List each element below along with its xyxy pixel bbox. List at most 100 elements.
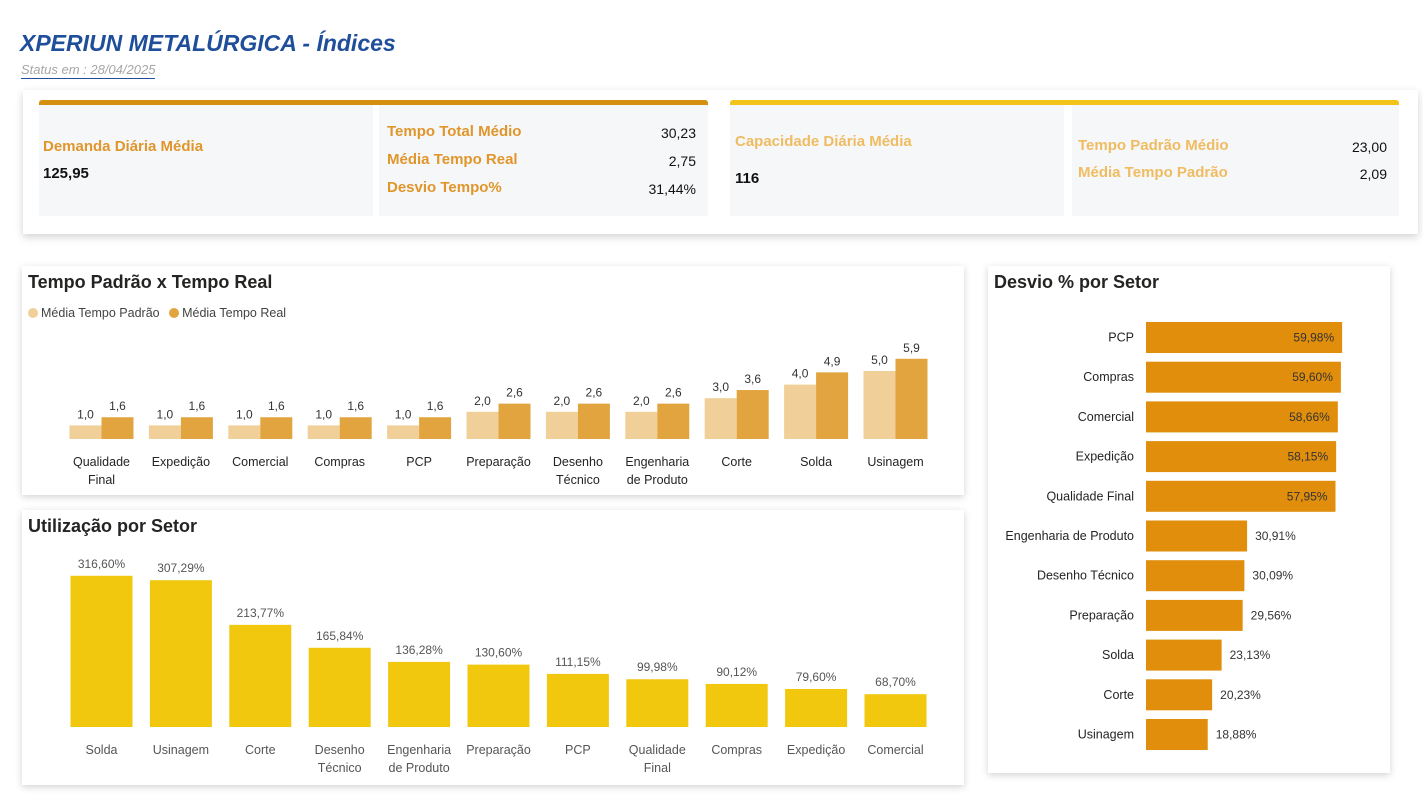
category-label: Expedição	[1076, 450, 1134, 464]
category-label: Preparação	[1069, 608, 1134, 622]
bar[interactable]	[1146, 480, 1336, 512]
bar[interactable]	[705, 683, 768, 727]
category-label: Comercial	[1078, 410, 1134, 424]
data-label: 58,15%	[1287, 450, 1328, 464]
data-label: 2,0	[633, 394, 650, 408]
bar[interactable]	[149, 580, 212, 727]
bar[interactable]	[388, 661, 451, 727]
kpi-row-value: 30,23	[660, 125, 696, 141]
category-label: Comercial	[232, 455, 288, 469]
category-label: de Produto	[627, 473, 688, 487]
bar[interactable]	[387, 425, 420, 439]
category-label: Expedição	[152, 455, 210, 469]
bar[interactable]	[1146, 361, 1341, 393]
kpi-card-tempo[interactable]: Tempo Total Médio 30,23 Média Tempo Real…	[379, 105, 708, 216]
kpi-card-padrao[interactable]: Tempo Padrão Médio 23,00 Média Tempo Pad…	[1072, 105, 1399, 216]
category-label: Desenho Técnico	[1037, 569, 1134, 583]
kpi-card-capacidade[interactable]: Capacidade Diária Média 116	[730, 105, 1064, 216]
bar[interactable]	[69, 425, 102, 439]
chart-utilizacao: 316,60% Solda 307,29% Usinagem 213,77% Corte 1…	[70, 557, 927, 775]
bar[interactable]	[895, 358, 928, 439]
bar[interactable]	[863, 371, 896, 439]
category-label: PCP	[406, 455, 432, 469]
data-label: 1,0	[157, 407, 174, 421]
bar[interactable]	[419, 417, 452, 439]
bar[interactable]	[229, 624, 292, 727]
bar[interactable]	[816, 372, 849, 439]
kpi-strip: Demanda Diária Média 125,95 Tempo Total …	[23, 90, 1418, 234]
data-label: 99,98%	[637, 660, 678, 674]
data-label: 59,60%	[1292, 370, 1333, 384]
legend-item[interactable]: Média Tempo Real	[169, 306, 286, 320]
kpi-row: Média Tempo Real 2,75	[387, 151, 696, 173]
category-label: Corte	[245, 743, 276, 757]
data-label: 79,60%	[796, 670, 837, 684]
data-label: 90,12%	[716, 665, 757, 679]
bar[interactable]	[466, 411, 499, 439]
bar[interactable]	[1146, 719, 1208, 750]
data-label: 3,6	[744, 372, 761, 386]
category-label: Corte	[721, 455, 752, 469]
category-label: Usinagem	[153, 743, 209, 757]
bar[interactable]	[626, 679, 689, 727]
bar[interactable]	[70, 575, 133, 727]
chart-tempo-padrao-real: 1,0 1,6 Qualidade Final 1,0 1,6 Expedição 1,0 1,…	[69, 341, 928, 487]
bar[interactable]	[467, 664, 530, 727]
category-label: Usinagem	[867, 455, 923, 469]
bar[interactable]	[1146, 441, 1337, 473]
category-label: Final	[88, 473, 115, 487]
data-label: 136,28%	[395, 643, 443, 657]
category-label: Comercial	[867, 743, 923, 757]
bar[interactable]	[1146, 520, 1248, 552]
page-title: XPERIUN METALÚRGICA - Índices	[20, 30, 396, 56]
bar[interactable]	[625, 411, 658, 439]
bar[interactable]	[148, 425, 181, 439]
data-label: 307,29%	[157, 561, 205, 575]
bar[interactable]	[577, 403, 610, 439]
bar[interactable]	[1146, 401, 1338, 433]
bar[interactable]	[784, 384, 817, 439]
bar[interactable]	[657, 403, 690, 439]
bar[interactable]	[180, 417, 213, 439]
category-label: Corte	[1103, 688, 1134, 702]
data-label: 4,0	[792, 367, 809, 381]
bar[interactable]	[1146, 639, 1222, 671]
chart-title: Tempo Padrão x Tempo Real	[28, 272, 273, 292]
category-label: Solda	[800, 455, 832, 469]
bar[interactable]	[260, 417, 293, 439]
kpi-row-label: Tempo Total Médio	[387, 123, 522, 140]
kpi-row-value: 23,00	[1351, 139, 1387, 155]
bar[interactable]	[704, 398, 737, 439]
bar[interactable]	[785, 688, 848, 727]
kpi-row-label: Média Tempo Padrão	[1078, 164, 1228, 181]
kpi-demanda-label: Demanda Diária Média	[43, 138, 204, 155]
bar[interactable]	[864, 694, 927, 727]
data-label: 5,0	[871, 353, 888, 367]
data-label: 1,0	[236, 407, 253, 421]
data-label: 1,0	[395, 407, 412, 421]
bar[interactable]	[307, 425, 340, 439]
bar[interactable]	[545, 411, 578, 439]
category-label: Preparação	[466, 743, 531, 757]
bar[interactable]	[498, 403, 531, 439]
bar[interactable]	[101, 417, 134, 439]
category-label: Compras	[1083, 370, 1134, 384]
bar[interactable]	[736, 390, 769, 439]
data-label: 111,15%	[555, 655, 601, 669]
legend-item[interactable]: Média Tempo Padrão	[28, 306, 160, 320]
bar[interactable]	[228, 425, 261, 439]
bar[interactable]	[1146, 599, 1243, 631]
category-label: Solda	[86, 743, 118, 757]
data-label: 57,95%	[1287, 489, 1328, 503]
bar[interactable]	[308, 647, 371, 727]
bar[interactable]	[339, 417, 372, 439]
bar[interactable]	[546, 673, 609, 727]
category-label: Engenharia	[387, 743, 451, 757]
kpi-card-demanda[interactable]: Demanda Diária Média 125,95	[39, 105, 373, 216]
category-label: Desenho	[553, 455, 603, 469]
bar[interactable]	[1146, 560, 1245, 592]
bar[interactable]	[1146, 322, 1343, 353]
bar[interactable]	[1146, 679, 1213, 711]
data-label: 30,09%	[1252, 569, 1293, 583]
